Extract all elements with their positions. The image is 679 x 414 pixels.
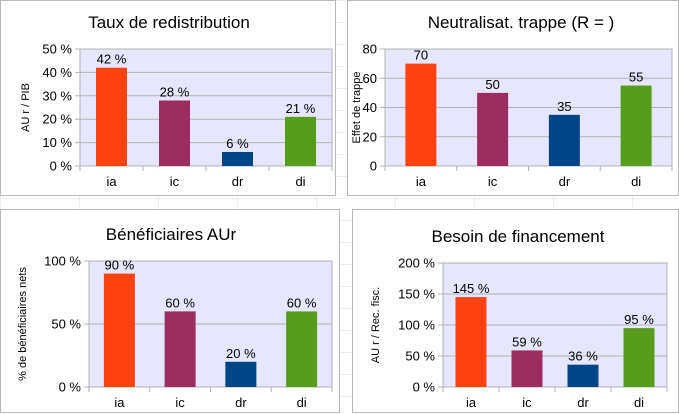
- data-label-dr: 35: [557, 99, 571, 114]
- x-tick-label-ic: ic: [488, 174, 498, 189]
- data-label-ic: 59 %: [512, 334, 542, 349]
- bar-dr: [225, 361, 257, 387]
- y-tick-label: 40 %: [42, 65, 72, 80]
- y-tick-label: 40: [363, 100, 377, 115]
- y-tick-label: 50 %: [42, 42, 72, 57]
- bar-ic: [511, 350, 543, 387]
- chart-panel-redistribution[interactable]: Taux de redistribution 0 % 10 % 20 % 30 % 40 …: [0, 0, 336, 196]
- x-tick-label-ic: ic: [175, 395, 185, 410]
- bar-ic: [164, 311, 196, 387]
- y-axis-label: AU r / Rec. fisc.: [370, 287, 382, 363]
- y-axis-label: AU r / PIB: [20, 83, 32, 132]
- y-tick-label: 100 %: [44, 254, 81, 269]
- data-label-ia: 42 %: [97, 52, 127, 67]
- y-tick-label: 0 %: [413, 380, 436, 395]
- x-tick-label-dr: dr: [232, 174, 244, 189]
- data-label-ia: 90 %: [105, 258, 135, 273]
- chart-title: Bénéficiaires AUr: [106, 225, 237, 244]
- y-tick-label: 20: [363, 129, 377, 144]
- bar-di: [285, 116, 316, 166]
- y-tick-label: 150 %: [398, 287, 435, 302]
- bar-ic: [477, 92, 509, 166]
- x-tick-label-ic: ic: [522, 395, 532, 410]
- chart-title: Besoin de financement: [432, 227, 605, 246]
- x-tick-label-ia: ia: [466, 395, 477, 410]
- y-tick-label: 60: [363, 71, 377, 86]
- chart-title: Neutralisat. trappe (R = ): [428, 13, 615, 32]
- y-tick-label: 0: [370, 159, 377, 174]
- bar-ic: [159, 100, 190, 166]
- y-tick-label: 50 %: [51, 317, 81, 332]
- chart-financement: Besoin de financement 0 % 50 % 100 % 150 % 20…: [370, 227, 668, 410]
- bar-ia: [103, 273, 135, 387]
- data-label-di: 55: [629, 70, 643, 85]
- bar-di: [620, 85, 652, 166]
- x-tick-label-ia: ia: [416, 174, 427, 189]
- y-tick-label: 200 %: [398, 256, 435, 271]
- x-tick-label-di: di: [634, 395, 644, 410]
- y-tick-label: 30 %: [42, 88, 72, 103]
- chart-redistribution: Taux de redistribution 0 % 10 % 20 % 30 % 40 …: [20, 13, 333, 189]
- bar-dr: [548, 114, 580, 166]
- y-tick-label: 100 %: [398, 318, 435, 333]
- data-label-ic: 50: [485, 77, 499, 92]
- chart-trappe: Neutralisat. trappe (R = ) 0 20 40 60 80 Effet…: [351, 13, 673, 189]
- x-tick-label-di: di: [297, 395, 307, 410]
- x-tick-label-dr: dr: [559, 174, 571, 189]
- x-tick-label-dr: dr: [577, 395, 589, 410]
- chart-beneficiaires: Bénéficiaires AUr 0 % 50 % 100 % % de bénéfi…: [17, 225, 333, 410]
- bar-dr: [567, 364, 599, 387]
- data-label-ia: 145 %: [453, 281, 490, 296]
- y-tick-label: 20 %: [42, 112, 72, 127]
- chart-panel-trappe[interactable]: Neutralisat. trappe (R = ) 0 20 40 60 80 Effet…: [347, 0, 679, 196]
- bar-di: [623, 328, 655, 387]
- bar-ia: [96, 67, 127, 166]
- chart-panel-financement[interactable]: Besoin de financement 0 % 50 % 100 % 150 % 20…: [352, 209, 679, 413]
- x-tick-label-ic: ic: [170, 174, 180, 189]
- data-label-dr: 20 %: [226, 346, 256, 361]
- y-axis-label: Effet de trappe: [351, 72, 363, 144]
- y-tick-label: 80: [363, 42, 377, 57]
- y-axis-label: % de bénéficiaires nets: [17, 267, 29, 381]
- x-tick-label-ia: ia: [106, 174, 117, 189]
- bar-di: [286, 311, 318, 387]
- bar-ia: [405, 63, 437, 166]
- chart-panel-beneficiaires[interactable]: Bénéficiaires AUr 0 % 50 % 100 % % de bénéfi…: [0, 209, 340, 413]
- data-label-ic: 28 %: [160, 84, 190, 99]
- data-label-di: 95 %: [624, 312, 654, 327]
- data-label-dr: 36 %: [568, 349, 598, 364]
- y-tick-label: 10 %: [42, 135, 72, 150]
- data-label-ia: 70: [414, 48, 428, 63]
- data-label-di: 60 %: [287, 295, 317, 310]
- x-tick-label-dr: dr: [235, 395, 247, 410]
- data-label-ic: 60 %: [165, 295, 195, 310]
- bar-ia: [455, 297, 487, 387]
- chart-title: Taux de redistribution: [88, 13, 250, 32]
- x-tick-label-di: di: [631, 174, 641, 189]
- data-label-dr: 6 %: [226, 136, 249, 151]
- y-tick-label: 0 %: [50, 159, 73, 174]
- bar-dr: [222, 151, 253, 166]
- y-tick-label: 0 %: [59, 380, 82, 395]
- x-tick-label-ia: ia: [114, 395, 125, 410]
- y-tick-label: 50 %: [405, 349, 435, 364]
- data-label-di: 21 %: [286, 101, 316, 116]
- x-tick-label-di: di: [295, 174, 305, 189]
